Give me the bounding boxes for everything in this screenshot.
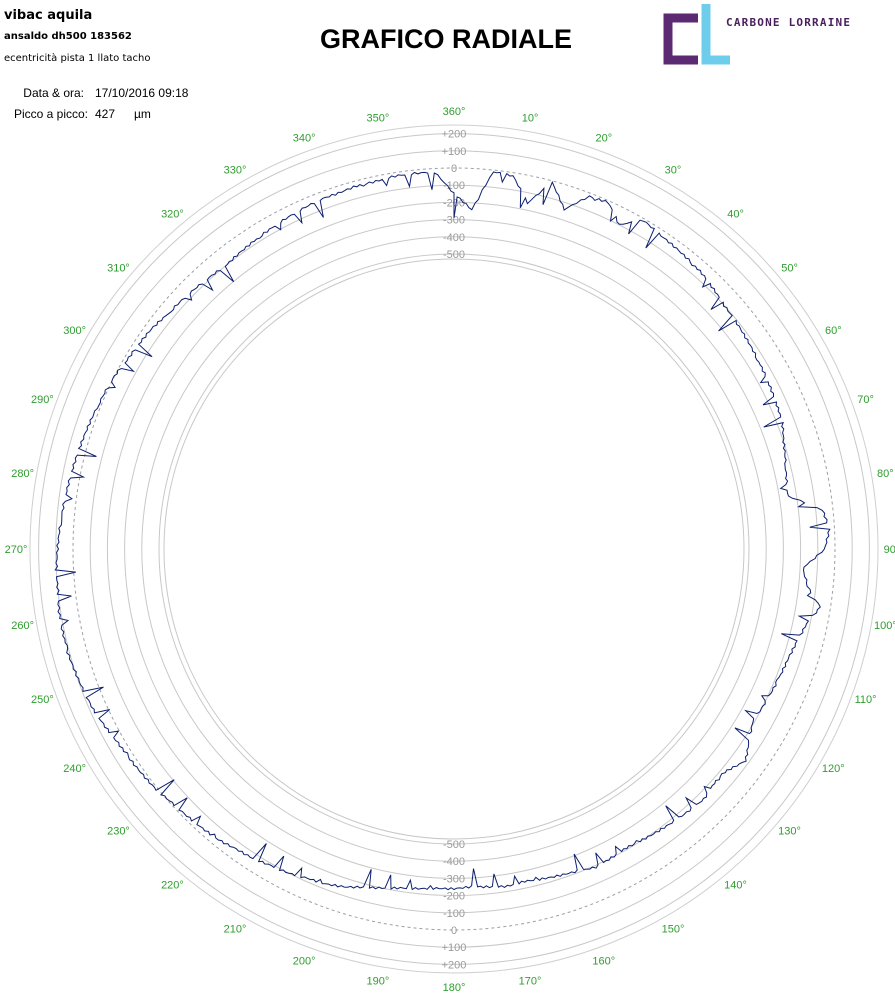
radial-tick-label: +100: [442, 146, 467, 158]
radial-tick-label: +200: [442, 129, 467, 141]
grid-circle: [106, 201, 802, 897]
angle-tick-label: 180°: [443, 982, 466, 994]
date-label: Data & ora:: [23, 86, 84, 100]
grid-circle: [141, 236, 767, 862]
angle-tick-label: 170°: [519, 975, 542, 987]
radial-tick-label: 0: [451, 925, 457, 937]
angle-tick-label: 270°: [5, 544, 28, 556]
angle-tick-label: 50°: [781, 262, 798, 274]
angle-tick-label: 190°: [367, 975, 390, 987]
radial-tick-label: -400: [443, 856, 465, 868]
outer-ring: [29, 124, 879, 974]
angle-tick-label: 10°: [522, 113, 539, 125]
machine-name: ansaldo dh500 183562: [4, 31, 132, 42]
radial-tick-label: -500: [443, 249, 465, 261]
angle-tick-label: 160°: [592, 956, 615, 968]
grid-circle: [124, 219, 784, 879]
angle-tick-label: 330°: [224, 165, 247, 177]
angle-tick-label: 40°: [727, 208, 744, 220]
angle-tick-label: 100°: [874, 620, 895, 632]
angle-tick-label: 350°: [367, 113, 390, 125]
angle-tick-label: 150°: [662, 923, 685, 935]
angle-tick-label: 30°: [665, 165, 682, 177]
radial-tick-label: 0: [451, 163, 457, 175]
radial-tick-label: -300: [443, 215, 465, 227]
client-name: vibac aquila: [4, 8, 93, 23]
radial-tick-label: -500: [443, 839, 465, 851]
peak-to-peak-unit: µm: [134, 107, 151, 121]
angle-tick-label: 80°: [877, 468, 894, 480]
angle-tick-label: 70°: [857, 394, 874, 406]
angle-tick-label: 200°: [293, 956, 316, 968]
carbone-lorraine-logo: [663, 4, 730, 65]
peak-to-peak-label: Picco a picco:: [13, 107, 88, 121]
radial-tick-label: -400: [443, 232, 465, 244]
angle-tick-labels: 360° 10° 20° 30° 40° 50° 60° 70° 80° 90° 100° 110° 1…: [5, 106, 895, 994]
angle-tick-label: 310°: [107, 262, 130, 274]
measurement-description: ecentricità pista 1 llato tacho: [4, 53, 151, 64]
angle-tick-label: 120°: [822, 763, 845, 775]
radial-tick-label: -200: [443, 891, 465, 903]
peak-to-peak-value: 427: [95, 107, 116, 121]
angle-tick-label: 340°: [293, 132, 316, 144]
radial-tick-label: -100: [443, 180, 465, 192]
grid-circle: [55, 150, 853, 948]
grid-circle: [72, 167, 836, 931]
angle-tick-label: 280°: [11, 468, 34, 480]
date-value: 17/10/2016 09:18: [95, 86, 189, 100]
logo-text: CARBONE LORRAINE: [726, 16, 852, 29]
angle-tick-label: 290°: [31, 394, 54, 406]
angle-tick-label: 140°: [724, 880, 747, 892]
page-title: GRAFICO RADIALE: [320, 24, 572, 54]
inner-ring: [163, 258, 745, 840]
radial-tick-label: +200: [442, 959, 467, 971]
radial-tick-label: -100: [443, 908, 465, 920]
angle-tick-label: 240°: [63, 763, 86, 775]
angle-tick-label: 320°: [161, 208, 184, 220]
angle-tick-label: 20°: [595, 132, 612, 144]
angle-tick-label: 260°: [11, 620, 34, 632]
grid-circle: [158, 253, 750, 845]
radial-tick-label: -300: [443, 873, 465, 885]
angle-tick-label: 60°: [825, 325, 842, 337]
angle-tick-label: 220°: [161, 880, 184, 892]
radial-tick-label: +100: [442, 942, 467, 954]
series-line: [54, 171, 831, 891]
angle-tick-label: 90°: [884, 544, 895, 556]
angle-tick-label: 360°: [443, 106, 466, 118]
angle-tick-label: 210°: [224, 923, 247, 935]
angle-tick-label: 110°: [855, 694, 877, 706]
grid-circle: [38, 133, 870, 965]
angle-tick-label: 230°: [107, 826, 130, 838]
chart-series: [54, 171, 831, 891]
angle-tick-label: 250°: [31, 694, 54, 706]
grid-circle: [89, 184, 819, 914]
angle-tick-label: 300°: [63, 325, 86, 337]
radial-tick-labels: +200+200+100+10000-100-100-200-200-300-3…: [442, 129, 467, 972]
angle-tick-label: 130°: [778, 826, 801, 838]
